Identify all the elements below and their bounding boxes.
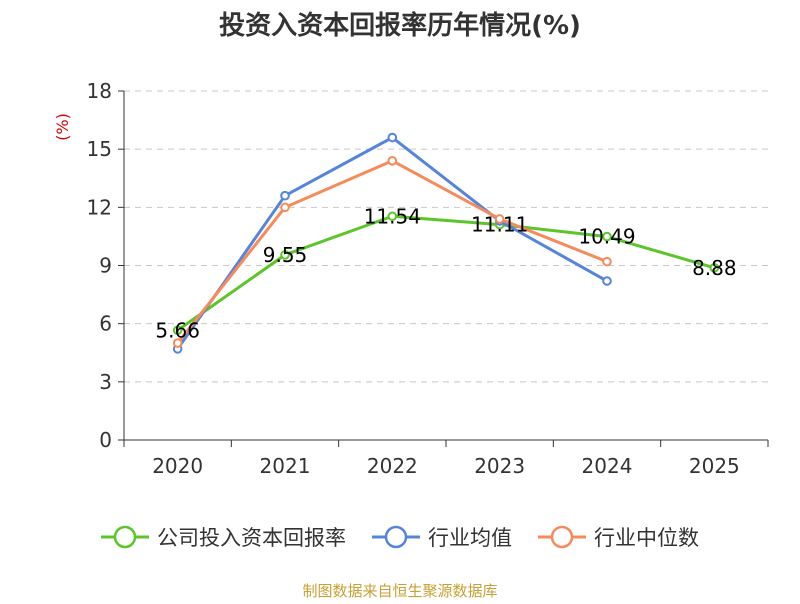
data-label: 11.54 [364, 204, 421, 228]
gridlines [124, 90, 768, 383]
legend-label: 公司投入资本回报率 [157, 526, 346, 550]
x-tick-label: 2022 [367, 454, 418, 478]
series-point-2 [602, 256, 612, 267]
data-label: 11.11 [471, 213, 528, 237]
data-labels: 5.66 9.55 11.54 11.11 10.49 8.88 [155, 204, 736, 342]
y-tick-label: 0 [99, 428, 112, 452]
series-lines [172, 132, 720, 354]
y-tick-label: 18 [87, 79, 112, 103]
series-line-2 [176, 159, 608, 344]
series-point-2 [280, 202, 290, 213]
series-point-2 [172, 338, 183, 348]
x-tick-label: 2024 [582, 454, 633, 478]
series-point-1 [280, 190, 290, 201]
series-point-0 [709, 263, 720, 273]
series-point-0 [280, 250, 290, 260]
series-line-1 [176, 136, 608, 350]
legend-marker [113, 525, 137, 549]
legend: 公司投入资本回报率 行业均值 行业中位数 [101, 525, 699, 550]
x-tick-label: 2021 [260, 454, 311, 478]
series-point-0 [602, 231, 612, 242]
series-line-0 [176, 214, 715, 332]
y-axis-label: (%) [53, 113, 72, 141]
x-tick-label: 2020 [152, 454, 203, 478]
chart-title: 投资入资本回报率历年情况(%) [219, 10, 581, 41]
series-point-2 [387, 156, 398, 166]
x-tick-label: 2023 [474, 454, 525, 478]
y-tick-label: 12 [87, 195, 112, 219]
series-point-0 [387, 211, 398, 222]
axes: 0 3 6 9 12 15 18 2020 2021 2022 2023 2024 2025 [87, 79, 769, 478]
data-label: 10.49 [578, 225, 635, 249]
series-point-0 [172, 325, 183, 336]
series-point-1 [387, 132, 398, 143]
legend-label: 行业均值 [428, 526, 512, 550]
legend-marker [384, 525, 408, 549]
source-note: 制图数据来自恒生聚源数据库 [302, 582, 497, 600]
legend-label: 行业中位数 [594, 526, 699, 550]
data-label: 8.88 [692, 256, 737, 280]
y-tick-label: 3 [99, 370, 112, 394]
y-tick-label: 6 [99, 312, 112, 336]
series-point-1 [602, 276, 612, 286]
y-tick-label: 9 [99, 254, 112, 278]
y-tick-label: 15 [87, 137, 112, 161]
data-label: 9.55 [263, 243, 308, 267]
series-point-2 [494, 214, 505, 224]
data-label: 5.66 [155, 318, 200, 342]
x-tick-label: 2025 [689, 454, 740, 478]
legend-marker [550, 525, 574, 549]
